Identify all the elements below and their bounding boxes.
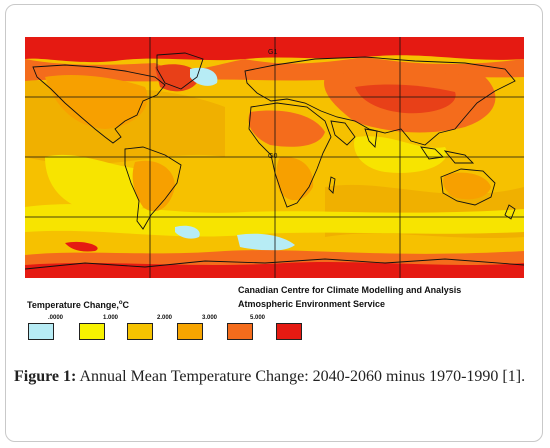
north-america-region (45, 75, 148, 129)
temperature-change-map: G1 G0 (25, 37, 524, 278)
southern-red-patch (65, 241, 98, 252)
legend-swatch (177, 323, 203, 340)
map-credit: Canadian Centre for Climate Modelling an… (238, 283, 461, 311)
legend-swatch (79, 323, 105, 340)
legend-swatch (28, 323, 54, 340)
legend-tick: 1.000 (103, 315, 119, 321)
legend-tick: 3.000 (202, 315, 218, 321)
graticule (25, 37, 524, 278)
map-label-g1: G1 (268, 49, 277, 56)
caption-text: Annual Mean Temperature Change: 2040-206… (76, 368, 526, 385)
legend-title: Temperature Change,oC (27, 300, 129, 310)
north-atlantic-blue (190, 67, 218, 86)
credit-line-1: Canadian Centre for Climate Modelling an… (238, 285, 462, 295)
coastlines (25, 52, 524, 270)
legend-title-text: Temperature Change, (27, 300, 119, 310)
legend-tick: 2.000 (157, 315, 173, 321)
sahara-warm-region (248, 110, 325, 147)
southern-ocean-blue (175, 225, 200, 239)
legend-degree: o (118, 300, 123, 306)
southern-africa-region (276, 156, 314, 201)
legend-swatch (127, 323, 153, 340)
australia-region (443, 172, 491, 200)
map-label-g0: G0 (268, 153, 277, 160)
yellow-region (354, 136, 447, 173)
caption-label: Figure 1: (14, 368, 77, 385)
greenland-hot (155, 64, 200, 92)
legend-tick: .0000 (48, 315, 64, 321)
southern-ocean-blue (237, 233, 295, 251)
asia-hot-core (355, 84, 456, 114)
legend-unit: C (122, 300, 130, 310)
world-map: G1 G0 (25, 37, 524, 278)
legend-swatch (276, 323, 302, 340)
south-america-region (132, 160, 175, 212)
figure-caption: Figure 1: Annual Mean Temperature Change… (14, 366, 532, 388)
credit-line-2: Atmospheric Environment Service (238, 299, 386, 309)
legend-swatch (227, 323, 253, 340)
legend-tick: 5.000 (250, 315, 266, 321)
